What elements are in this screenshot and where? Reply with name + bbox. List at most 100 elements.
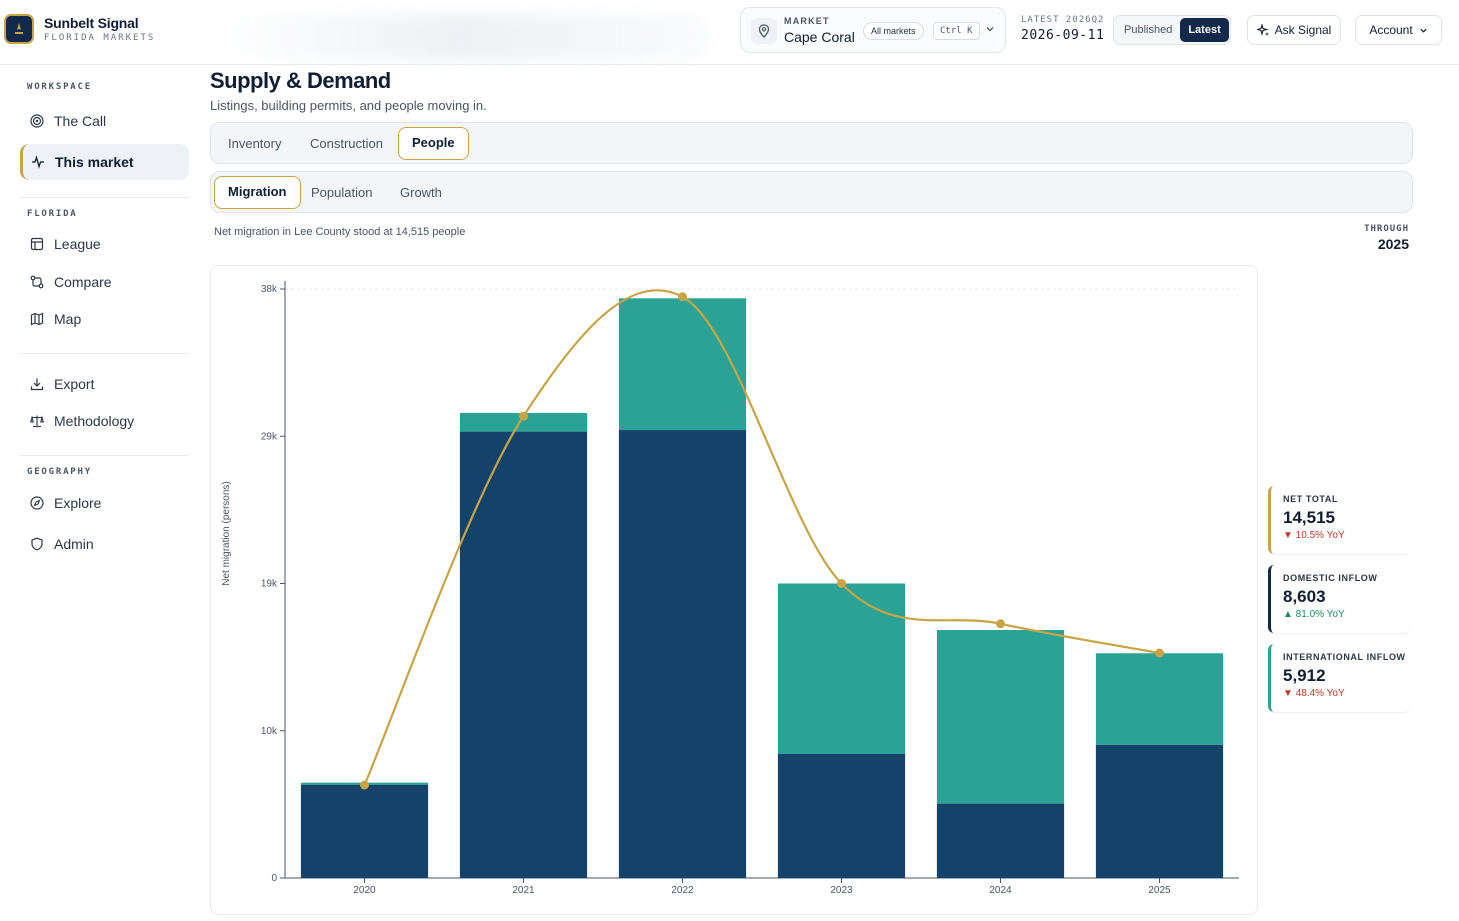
through-value: 2025 (1377, 236, 1409, 252)
tab-construction[interactable]: Construction (310, 136, 383, 151)
y-tick-label: 38k (261, 284, 278, 295)
net-total-point (837, 579, 846, 588)
sidebar-item-league[interactable]: League (20, 226, 189, 262)
metric-delta: ▼ 10.5% YoY (1283, 530, 1345, 541)
bar-international (1095, 653, 1224, 745)
primary-tabs: Inventory Construction People (210, 122, 1413, 164)
table-icon (30, 237, 44, 251)
metric-delta: ▼ 48.4% YoY (1283, 688, 1345, 699)
bar-domestic (618, 430, 747, 878)
account-label: Account (1369, 23, 1413, 37)
tab-people[interactable]: People (398, 127, 469, 160)
metric-title: NET TOTAL (1283, 494, 1339, 504)
tab-inventory[interactable]: Inventory (228, 136, 282, 151)
shield-icon (31, 537, 43, 551)
x-tick-label: 2021 (512, 885, 535, 896)
sidebar-item-methodology[interactable]: Methodology (20, 403, 189, 439)
sidebar-item-label: Methodology (54, 413, 135, 429)
sidebar-item-explore[interactable]: Explore (20, 485, 189, 521)
sidebar-divider (20, 353, 189, 354)
net-total-point (678, 292, 687, 302)
top-bar: Sunbelt Signal FLORIDA MARKETS MARKET Ca… (0, 0, 1459, 65)
shortcut-hint: Ctrl K (933, 22, 980, 40)
chevron-down-icon (1420, 28, 1427, 33)
sidebar-item-this-market[interactable]: This market (20, 144, 189, 180)
brand[interactable]: Sunbelt Signal FLORIDA MARKETS (4, 14, 155, 44)
metric-title: INTERNATIONAL INFLOW (1283, 652, 1406, 662)
y-axis-label: Net migration (persons) (221, 481, 232, 585)
bar-international (459, 413, 588, 432)
net-total-point (519, 411, 528, 421)
account-menu-button[interactable]: Account (1355, 15, 1442, 45)
metric-value: 14,515 (1283, 508, 1335, 527)
metric-title: DOMESTIC INFLOW (1283, 573, 1378, 583)
chevron-down-icon[interactable] (985, 24, 995, 34)
ask-signal-button[interactable]: Ask Signal (1247, 15, 1341, 45)
page-subtitle: Listings, building permits, and people m… (210, 98, 487, 113)
bar-domestic (1095, 744, 1224, 878)
toggle-published[interactable]: Published (1124, 24, 1173, 36)
net-total-point (1155, 648, 1164, 658)
x-tick-label: 2024 (989, 885, 1012, 896)
bar-international (936, 630, 1065, 804)
sidebar-item-label: League (54, 236, 101, 252)
scale-icon (30, 415, 44, 428)
net-total-point (996, 619, 1005, 629)
sidebar-item-label: The Call (54, 113, 107, 129)
sidebar-item-label: Admin (54, 536, 94, 552)
pulse-icon (32, 155, 44, 169)
sidebar-item-the-call[interactable]: The Call (20, 103, 189, 139)
y-tick-label: 0 (271, 873, 277, 884)
metric-card-domestic-inflow: DOMESTIC INFLOW 8,603 ▲ 81.0% YoY (1268, 565, 1410, 633)
latest-date: 2026-09-11 (1021, 28, 1105, 43)
map-icon (30, 312, 44, 326)
toggle-latest[interactable]: Latest (1180, 18, 1229, 42)
sidebar: WORKSPACE The Call This market FLORIDA L… (0, 66, 200, 900)
bar-international (618, 298, 747, 431)
section-label-florida: FLORIDA (27, 209, 78, 219)
chart-container: 0 10k 19k 29k 38k Net migration (persons) 2020… (210, 265, 1258, 915)
location-pin-icon (751, 18, 777, 44)
x-tick-label: 2020 (353, 885, 376, 896)
migration-chart: 0 10k 19k 29k 38k Net migration (persons) 2020… (221, 281, 1239, 896)
bar-international (777, 583, 906, 754)
sidebar-item-label: Map (54, 311, 82, 327)
version-toggle[interactable]: Published Latest (1113, 15, 1231, 45)
sidebar-item-export[interactable]: Export (20, 366, 189, 402)
market-value: Cape Coral (784, 29, 855, 45)
x-tick-label: 2022 (671, 885, 694, 896)
y-tick-label: 10k (261, 726, 278, 737)
bar-domestic (777, 754, 906, 878)
target-icon (30, 114, 44, 128)
sidebar-item-admin[interactable]: Admin (20, 526, 189, 562)
subtab-migration[interactable]: Migration (214, 176, 301, 209)
through-indicator: THROUGH 2025 (1364, 224, 1409, 252)
chart-caption: Net migration in Lee County stood at 14,… (214, 226, 466, 238)
sidebar-item-label: Export (54, 376, 95, 392)
section-label-workspace: WORKSPACE (27, 82, 92, 92)
sidebar-item-label: Compare (54, 274, 112, 290)
through-label: THROUGH (1364, 224, 1409, 234)
subtab-growth[interactable]: Growth (400, 185, 442, 200)
sidebar-item-label: Explore (54, 495, 102, 511)
market-label: MARKET (784, 16, 830, 26)
secondary-tabs: Migration Population Growth (210, 171, 1413, 213)
brand-title: Sunbelt Signal (44, 15, 139, 31)
brand-logo-icon (4, 14, 34, 44)
market-selector[interactable]: MARKET Cape Coral All markets Ctrl K (740, 7, 1006, 53)
x-tick-label: 2023 (830, 885, 853, 896)
sidebar-item-label: This market (55, 154, 134, 170)
page-title: Supply & Demand (210, 68, 391, 93)
sidebar-item-map[interactable]: Map (20, 301, 189, 337)
net-total-point (360, 780, 369, 790)
sidebar-item-compare[interactable]: Compare (20, 264, 189, 300)
brand-subtitle: FLORIDA MARKETS (44, 33, 156, 43)
download-icon (30, 378, 44, 391)
all-markets-chip[interactable]: All markets (863, 22, 924, 40)
subtab-population[interactable]: Population (311, 185, 373, 200)
sparkle-icon (1256, 23, 1269, 36)
bar-domestic (936, 803, 1065, 878)
ask-signal-label: Ask Signal (1274, 23, 1332, 37)
metric-card-international-inflow: INTERNATIONAL INFLOW 5,912 ▼ 48.4% YoY (1268, 644, 1410, 712)
y-tick-label: 19k (261, 579, 278, 590)
